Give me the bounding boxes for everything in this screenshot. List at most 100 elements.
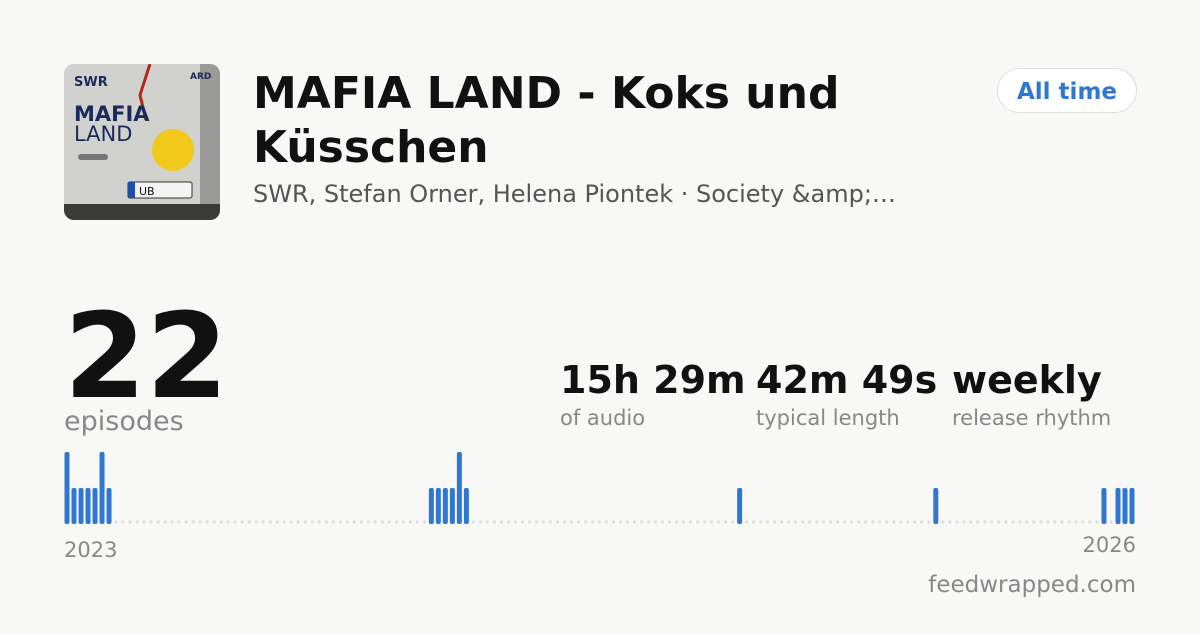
empty-week <box>1011 520 1015 524</box>
empty-week <box>408 520 412 524</box>
episode-bar <box>1129 488 1135 524</box>
empty-week <box>541 520 546 524</box>
range-button-label[interactable]: All time <box>1017 79 1117 105</box>
empty-week <box>731 520 735 524</box>
empty-week <box>303 520 307 524</box>
episode-bar <box>933 488 939 524</box>
empty-week <box>156 520 160 524</box>
empty-week <box>527 520 532 524</box>
empty-week <box>660 520 665 524</box>
empty-week <box>583 520 588 524</box>
empty-week <box>1095 520 1099 524</box>
empty-week <box>899 520 903 524</box>
empty-week <box>1067 520 1071 524</box>
empty-week <box>955 520 959 524</box>
range-button[interactable] <box>997 68 1137 113</box>
empty-week <box>681 520 686 524</box>
empty-week <box>170 520 174 524</box>
empty-week <box>717 520 721 524</box>
empty-week <box>1053 520 1057 524</box>
empty-week <box>822 520 826 524</box>
cover-blood <box>138 64 152 121</box>
empty-week <box>913 520 917 524</box>
episode-bar <box>85 488 91 524</box>
empty-week <box>513 520 518 524</box>
empty-week <box>927 520 931 524</box>
empty-week <box>639 520 644 524</box>
empty-week <box>191 520 195 524</box>
empty-week <box>499 520 504 524</box>
episode-bar <box>106 488 112 524</box>
cover-brand: SWR <box>74 75 108 90</box>
empty-week <box>345 520 349 524</box>
empty-week <box>688 520 693 524</box>
empty-week <box>632 520 637 524</box>
empty-week <box>317 520 321 524</box>
empty-week <box>829 520 833 524</box>
stat-label: of audio <box>560 406 645 430</box>
episode-bar <box>737 488 743 524</box>
empty-week <box>808 520 812 524</box>
stat-label: typical length <box>756 406 900 430</box>
empty-week <box>892 520 896 524</box>
timeline-end: 2026 <box>1083 533 1136 557</box>
empty-week <box>261 520 265 524</box>
stat-value: 15h 29m <box>560 358 746 402</box>
empty-week <box>1081 520 1085 524</box>
empty-week <box>296 520 300 524</box>
cover-show-2: LAND <box>74 122 132 146</box>
empty-week <box>352 520 356 524</box>
empty-week <box>590 520 595 524</box>
empty-week <box>646 520 651 524</box>
empty-week <box>198 520 202 524</box>
empty-week <box>506 520 511 524</box>
empty-week <box>534 520 539 524</box>
empty-week <box>773 520 777 524</box>
empty-week <box>184 520 188 524</box>
cover-van-side <box>200 64 220 220</box>
episode-bar <box>71 488 77 524</box>
empty-week <box>801 520 805 524</box>
cover-handle <box>78 154 108 160</box>
empty-week <box>745 520 749 524</box>
cover-show-1: MAFIA <box>74 102 150 126</box>
empty-week <box>710 520 714 524</box>
episode-bar <box>435 488 441 524</box>
empty-week <box>394 520 398 524</box>
empty-week <box>569 520 574 524</box>
empty-week <box>990 520 994 524</box>
empty-week <box>1039 520 1043 524</box>
cover-network: ARD <box>190 72 211 82</box>
empty-week <box>597 520 602 524</box>
empty-week <box>1074 520 1078 524</box>
empty-week <box>878 520 882 524</box>
cover-plate-text: UB <box>139 185 155 198</box>
empty-week <box>562 520 567 524</box>
empty-week <box>492 520 497 524</box>
empty-week <box>625 520 630 524</box>
empty-week <box>653 520 658 524</box>
cover-art: SWR ARD MAFIA LAND UB <box>64 64 220 220</box>
empty-week <box>135 520 139 524</box>
empty-week <box>275 520 279 524</box>
empty-week <box>695 520 700 524</box>
episode-bar <box>1115 488 1121 524</box>
empty-week <box>331 520 335 524</box>
episode-bar <box>78 488 84 524</box>
cover-badge <box>152 129 194 171</box>
empty-week <box>212 520 216 524</box>
empty-week <box>702 520 707 524</box>
empty-week <box>219 520 223 524</box>
empty-week <box>177 520 181 524</box>
empty-week <box>962 520 966 524</box>
empty-week <box>310 520 314 524</box>
episode-label: episodes <box>64 406 184 437</box>
empty-week <box>752 520 756 524</box>
cover-plate-eu <box>128 182 135 198</box>
empty-week <box>948 520 952 524</box>
empty-week <box>121 520 125 524</box>
empty-week <box>142 520 146 524</box>
empty-week <box>380 520 384 524</box>
